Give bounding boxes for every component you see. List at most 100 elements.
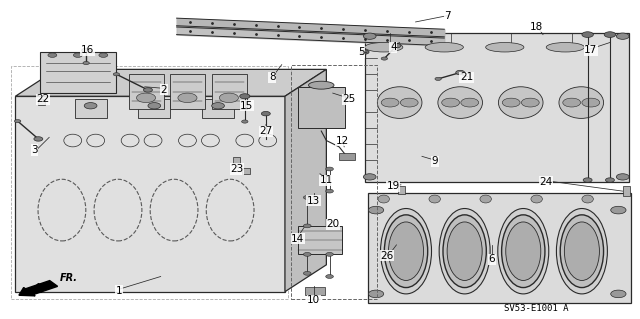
Circle shape bbox=[82, 48, 91, 53]
Circle shape bbox=[326, 167, 333, 171]
Text: 19: 19 bbox=[387, 182, 400, 191]
Circle shape bbox=[583, 178, 592, 182]
FancyBboxPatch shape bbox=[233, 157, 241, 163]
Circle shape bbox=[326, 275, 333, 278]
Circle shape bbox=[143, 88, 152, 92]
Circle shape bbox=[442, 98, 460, 107]
FancyBboxPatch shape bbox=[623, 186, 630, 196]
Circle shape bbox=[303, 196, 311, 199]
FancyBboxPatch shape bbox=[212, 74, 246, 109]
Circle shape bbox=[616, 174, 629, 180]
Circle shape bbox=[611, 206, 626, 214]
FancyBboxPatch shape bbox=[202, 100, 234, 118]
FancyBboxPatch shape bbox=[170, 74, 205, 109]
Circle shape bbox=[48, 53, 57, 57]
Circle shape bbox=[326, 189, 333, 193]
Ellipse shape bbox=[564, 222, 600, 280]
Ellipse shape bbox=[502, 215, 545, 287]
Ellipse shape bbox=[381, 209, 431, 294]
FancyBboxPatch shape bbox=[75, 100, 106, 118]
FancyBboxPatch shape bbox=[129, 74, 164, 109]
Circle shape bbox=[364, 33, 376, 39]
Text: SV53-E1001 A: SV53-E1001 A bbox=[504, 304, 569, 313]
Ellipse shape bbox=[498, 209, 548, 294]
Text: 1: 1 bbox=[116, 286, 123, 296]
FancyBboxPatch shape bbox=[305, 287, 325, 295]
Circle shape bbox=[240, 94, 250, 99]
Circle shape bbox=[136, 93, 156, 103]
Text: 8: 8 bbox=[269, 72, 276, 82]
Circle shape bbox=[84, 103, 97, 109]
FancyBboxPatch shape bbox=[298, 87, 346, 128]
Text: 17: 17 bbox=[584, 45, 598, 56]
Circle shape bbox=[113, 73, 120, 76]
Circle shape bbox=[212, 103, 225, 109]
Circle shape bbox=[303, 271, 311, 275]
Circle shape bbox=[616, 33, 629, 39]
Ellipse shape bbox=[531, 195, 542, 203]
Circle shape bbox=[220, 93, 239, 103]
Polygon shape bbox=[368, 193, 631, 303]
Text: 12: 12 bbox=[335, 136, 349, 145]
Circle shape bbox=[461, 98, 479, 107]
Circle shape bbox=[392, 43, 401, 48]
Text: 7: 7 bbox=[444, 11, 451, 21]
Text: 18: 18 bbox=[530, 22, 543, 32]
Text: 9: 9 bbox=[431, 156, 438, 166]
Circle shape bbox=[242, 120, 248, 123]
FancyBboxPatch shape bbox=[298, 226, 342, 254]
Ellipse shape bbox=[546, 42, 584, 52]
Text: 27: 27 bbox=[259, 126, 273, 136]
Text: 15: 15 bbox=[240, 101, 253, 111]
Ellipse shape bbox=[439, 209, 490, 294]
Text: 20: 20 bbox=[326, 219, 339, 229]
Circle shape bbox=[360, 50, 369, 54]
FancyBboxPatch shape bbox=[339, 153, 355, 160]
Circle shape bbox=[83, 62, 90, 65]
Text: 6: 6 bbox=[489, 254, 495, 264]
Circle shape bbox=[74, 53, 83, 57]
Text: 22: 22 bbox=[36, 94, 49, 104]
Circle shape bbox=[99, 53, 108, 57]
Text: 11: 11 bbox=[320, 175, 333, 185]
Text: 2: 2 bbox=[161, 85, 167, 95]
Circle shape bbox=[148, 103, 161, 109]
Circle shape bbox=[604, 32, 616, 37]
Circle shape bbox=[563, 98, 580, 107]
Circle shape bbox=[178, 93, 197, 103]
Ellipse shape bbox=[378, 195, 390, 203]
Circle shape bbox=[605, 178, 614, 182]
Ellipse shape bbox=[308, 81, 334, 89]
Ellipse shape bbox=[438, 87, 483, 118]
Ellipse shape bbox=[378, 87, 422, 118]
Ellipse shape bbox=[559, 87, 604, 118]
Ellipse shape bbox=[425, 42, 463, 52]
Circle shape bbox=[400, 98, 418, 107]
Circle shape bbox=[303, 224, 311, 228]
Text: FR.: FR. bbox=[60, 273, 78, 283]
Text: 24: 24 bbox=[540, 177, 553, 187]
Ellipse shape bbox=[560, 215, 604, 287]
Ellipse shape bbox=[365, 42, 403, 52]
Circle shape bbox=[34, 137, 43, 141]
Polygon shape bbox=[15, 96, 285, 292]
FancyBboxPatch shape bbox=[40, 52, 116, 93]
Circle shape bbox=[369, 206, 384, 214]
Text: 23: 23 bbox=[230, 164, 244, 174]
Circle shape bbox=[582, 98, 600, 107]
Text: 16: 16 bbox=[81, 45, 94, 56]
Circle shape bbox=[381, 57, 388, 60]
FancyBboxPatch shape bbox=[38, 99, 45, 105]
Ellipse shape bbox=[480, 195, 492, 203]
Text: 3: 3 bbox=[31, 145, 38, 155]
Circle shape bbox=[582, 32, 593, 37]
Ellipse shape bbox=[443, 215, 486, 287]
Ellipse shape bbox=[429, 195, 440, 203]
Ellipse shape bbox=[582, 195, 593, 203]
FancyArrow shape bbox=[19, 281, 58, 296]
Polygon shape bbox=[15, 69, 326, 96]
Polygon shape bbox=[365, 33, 629, 182]
Ellipse shape bbox=[486, 42, 524, 52]
Text: 4: 4 bbox=[390, 42, 397, 52]
Text: 21: 21 bbox=[460, 72, 473, 82]
